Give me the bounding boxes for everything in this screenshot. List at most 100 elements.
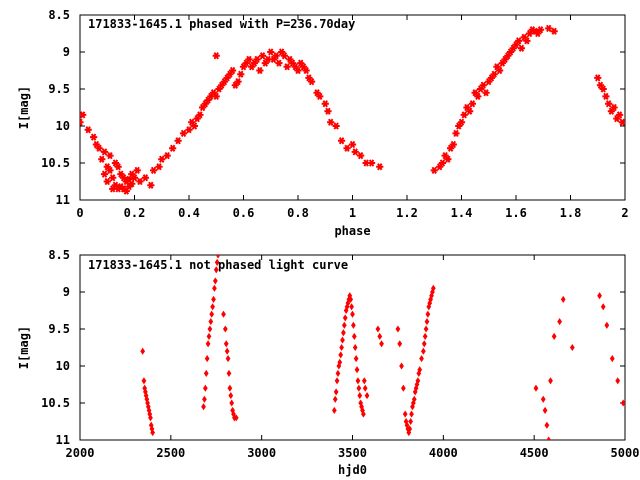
data-point — [496, 66, 504, 75]
data-point — [546, 436, 552, 440]
data-point — [201, 403, 206, 411]
data-point — [602, 92, 610, 101]
data-point — [196, 111, 204, 119]
data-point — [258, 52, 267, 60]
data-point — [179, 129, 188, 138]
data-point — [207, 325, 213, 333]
data-point — [351, 148, 359, 156]
data-point — [355, 377, 361, 385]
data-point — [449, 140, 457, 149]
data-point — [283, 63, 291, 71]
data-point — [402, 410, 408, 418]
data-point — [417, 366, 423, 374]
data-point — [80, 111, 87, 119]
y-tick-label: 9.5 — [48, 322, 70, 336]
data-point — [479, 81, 487, 89]
data-point — [343, 144, 351, 152]
data-point — [377, 332, 383, 340]
data-point — [163, 151, 171, 160]
y-tick-label: 8.5 — [48, 8, 70, 22]
y-tick-label: 10.5 — [41, 156, 70, 170]
data-point — [423, 325, 429, 333]
data-point — [361, 410, 366, 418]
data-point — [98, 155, 106, 163]
x-tick-label: 0 — [76, 206, 83, 220]
data-point — [321, 100, 329, 108]
data-point — [395, 325, 401, 333]
data-point — [228, 392, 234, 400]
data-point — [357, 151, 365, 160]
phased-light-curve-panel: 0 0.2 0.4 0.6 0.8 1 1.2 1.4 1.6 1.8 2 8.5 9 9.5 10 10.5… — [17, 8, 629, 238]
data-point — [234, 77, 242, 86]
data-point — [349, 303, 354, 311]
data-point — [202, 384, 208, 392]
data-point — [253, 55, 261, 64]
data-point — [133, 166, 141, 175]
data-point — [517, 44, 526, 52]
data-point — [90, 133, 98, 141]
data-point — [615, 377, 621, 385]
data-point — [229, 399, 235, 407]
data-point — [597, 292, 602, 300]
x-tick-label: 4000 — [429, 446, 458, 460]
x-tick-label: 2 — [621, 206, 628, 220]
x-tick-label: 4500 — [520, 446, 549, 460]
data-point — [352, 343, 358, 352]
data-point — [256, 66, 264, 75]
x-tick-label: 1.8 — [560, 206, 582, 220]
data-point — [350, 310, 355, 318]
data-point — [620, 399, 625, 407]
data-point — [233, 414, 239, 422]
data-point — [533, 384, 539, 392]
data-point — [275, 59, 283, 67]
data-point — [351, 321, 356, 329]
data-point — [438, 159, 447, 167]
x-tick-label: 1.6 — [505, 206, 527, 220]
data-point — [128, 180, 136, 188]
data-point — [340, 336, 345, 344]
data-point — [294, 66, 302, 75]
data-point — [466, 107, 474, 115]
data-point — [212, 284, 217, 292]
data-point — [542, 406, 548, 414]
data-point — [223, 340, 229, 348]
data-point — [106, 151, 114, 160]
data-point — [324, 107, 332, 115]
data-point — [103, 177, 111, 186]
data-points — [140, 255, 625, 440]
data-point — [210, 303, 215, 311]
data-point — [208, 318, 214, 326]
data-point — [379, 340, 384, 348]
data-point — [225, 355, 231, 363]
data-point — [544, 421, 550, 429]
data-point — [425, 310, 431, 318]
data-point — [222, 325, 228, 333]
data-point — [141, 174, 149, 182]
x-tick-label: 0.8 — [287, 206, 309, 220]
data-point — [460, 111, 468, 119]
data-point — [272, 52, 280, 60]
data-point — [609, 355, 615, 363]
data-point — [185, 126, 193, 134]
y-tick-label: 9.5 — [48, 82, 70, 96]
data-point — [109, 174, 117, 182]
x-axis-label: hjd0 — [338, 463, 367, 477]
data-point — [550, 27, 558, 35]
x-tick-label: 2500 — [156, 446, 185, 460]
data-point — [158, 155, 166, 163]
data-point — [140, 347, 146, 355]
y-tick-label: 10 — [56, 359, 70, 373]
x-tick-label: 5000 — [611, 446, 640, 460]
data-point — [420, 347, 426, 355]
data-point — [341, 329, 346, 337]
data-point — [422, 332, 428, 340]
data-point — [202, 395, 207, 403]
data-point — [204, 355, 210, 363]
data-point — [338, 137, 346, 145]
data-point — [245, 55, 253, 64]
data-point — [206, 332, 212, 340]
data-point — [331, 406, 337, 414]
data-point — [457, 118, 466, 126]
chart-title: 171833-1645.1 phased with P=236.70day — [88, 17, 355, 31]
